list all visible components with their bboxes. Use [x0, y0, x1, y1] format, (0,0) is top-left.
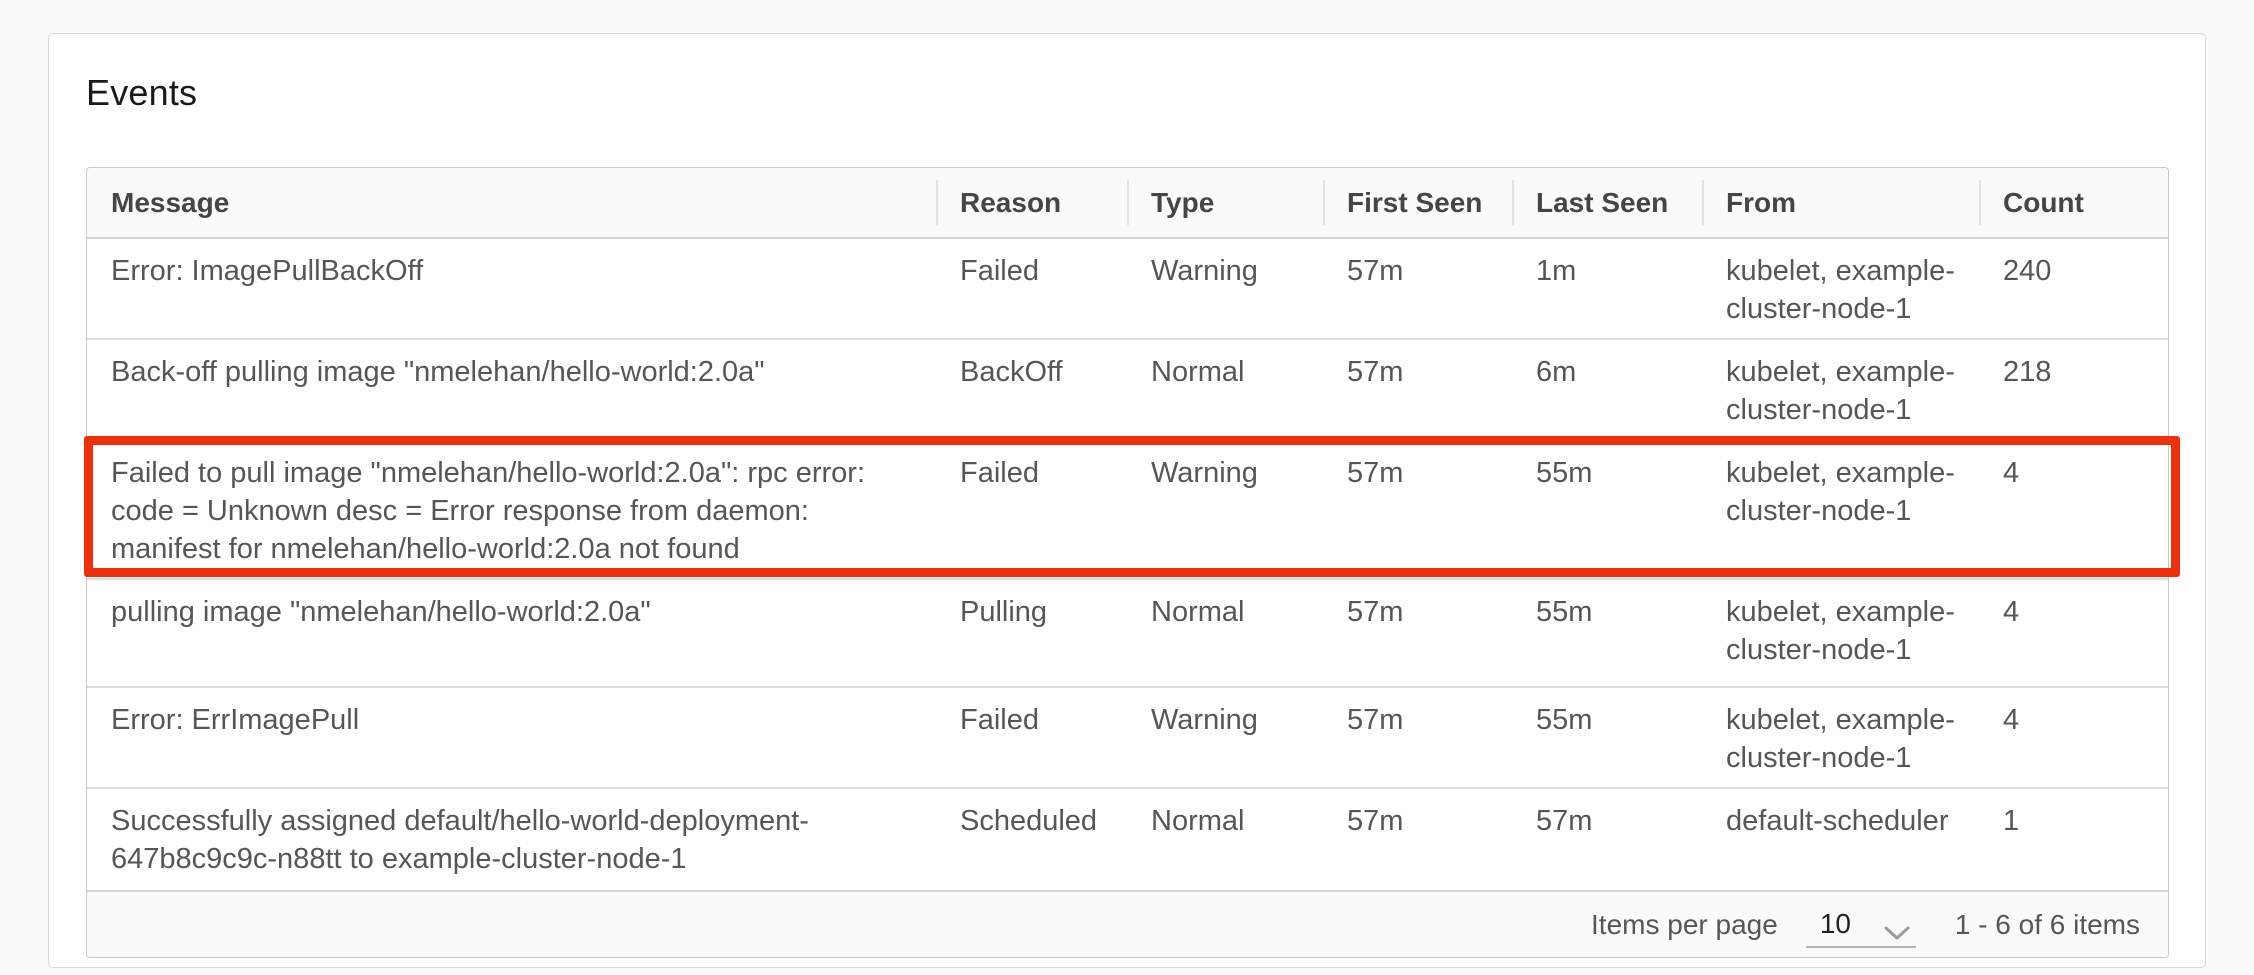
- page-size-value: 10: [1819, 907, 1851, 939]
- cell-message: Back-off pulling image "nmelehan/hello-w…: [87, 338, 936, 440]
- cell-reason: Failed: [936, 439, 1127, 579]
- cell-last-seen: 57m: [1512, 787, 1702, 890]
- cell-last-seen: 55m: [1512, 686, 1702, 788]
- pagination-range-text: 1 - 6 of 6 items: [1954, 908, 2140, 940]
- cell-count: 4: [1979, 578, 2168, 687]
- cell-count: 240: [2003, 255, 2052, 287]
- cell-first-seen: 57m: [1323, 686, 1512, 788]
- table-row-highlighted: Failed to pull image "nmelehan/hello-wor…: [87, 439, 2168, 579]
- column-header-count: Count: [1979, 168, 2168, 239]
- cell-first-seen: 57m: [1323, 787, 1512, 890]
- cell-first-seen: 57m: [1323, 338, 1512, 440]
- table-row: Error: ErrImagePull Failed Warning 57m 5…: [87, 686, 2168, 788]
- cell-from: kubelet, example-cluster-node-1: [1702, 338, 1979, 440]
- cell-from: kubelet, example-cluster-node-1: [1726, 255, 1955, 325]
- column-header-message: Message: [87, 168, 936, 239]
- cell-from: default-scheduler: [1702, 787, 1979, 890]
- column-header-first-seen: First Seen: [1323, 168, 1512, 239]
- cell-from: kubelet, example-cluster-node-1: [1702, 686, 1979, 788]
- chevron-down-icon: [1884, 916, 1910, 939]
- cell-last-seen: 55m: [1512, 578, 1702, 687]
- cell-message: Error: ImagePullBackOff: [111, 255, 424, 287]
- page-size-select[interactable]: 10: [1805, 902, 1916, 948]
- cell-reason: BackOff: [936, 338, 1127, 440]
- cell-count: 218: [1979, 338, 2168, 440]
- column-header-from: From: [1702, 168, 1979, 239]
- cell-type: Warning: [1127, 439, 1323, 579]
- cell-first-seen: 57m: [1323, 439, 1512, 579]
- cell-reason: Scheduled: [936, 787, 1127, 890]
- cell-count: 1: [1979, 787, 2168, 890]
- cell-message: Error: ErrImagePull: [87, 686, 936, 788]
- events-table-wrap: Message Reason Type First Seen Last Seen…: [84, 167, 2180, 958]
- table-row: pulling image "nmelehan/hello-world:2.0a…: [87, 578, 2168, 687]
- cell-type: Normal: [1127, 787, 1323, 890]
- cell-last-seen: 6m: [1512, 338, 1702, 440]
- events-datagrid: Message Reason Type First Seen Last Seen…: [86, 167, 2169, 958]
- datagrid-footer: Items per page 10 1 - 6 of 6 items: [87, 890, 2168, 957]
- cell-from: kubelet, example-cluster-node-1: [1702, 439, 1979, 579]
- table-row: Successfully assigned default/hello-worl…: [87, 787, 2168, 890]
- cell-message: pulling image "nmelehan/hello-world:2.0a…: [87, 578, 936, 687]
- cell-reason: Pulling: [936, 578, 1127, 687]
- cell-last-seen: 1m: [1536, 255, 1577, 287]
- cell-message: Successfully assigned default/hello-worl…: [87, 787, 936, 890]
- events-card: Events Message Reason Type First Seen La…: [48, 33, 2206, 968]
- cell-type: Normal: [1127, 338, 1323, 440]
- cell-type: Normal: [1127, 578, 1323, 687]
- cell-type: Warning: [1127, 686, 1323, 788]
- table-row: Back-off pulling image "nmelehan/hello-w…: [87, 338, 2168, 440]
- cell-type: Warning: [1151, 255, 1258, 287]
- cell-first-seen: 57m: [1347, 255, 1404, 287]
- cell-message: Failed to pull image "nmelehan/hello-wor…: [87, 439, 936, 579]
- items-per-page-label: Items per page: [1591, 908, 1778, 940]
- cell-count: 4: [1979, 686, 2168, 788]
- column-header-type: Type: [1127, 168, 1323, 239]
- page-title: Events: [86, 72, 198, 113]
- column-header-last-seen: Last Seen: [1512, 168, 1702, 239]
- events-table: Message Reason Type First Seen Last Seen…: [87, 168, 2168, 890]
- cell-first-seen: 57m: [1323, 578, 1512, 687]
- cell-count: 4: [1979, 439, 2168, 579]
- cell-reason: Failed: [960, 255, 1039, 287]
- column-header-reason: Reason: [936, 168, 1127, 239]
- table-header-row: Message Reason Type First Seen Last Seen…: [87, 168, 2168, 239]
- cell-from: kubelet, example-cluster-node-1: [1702, 578, 1979, 687]
- cell-reason: Failed: [936, 686, 1127, 788]
- table-row: Error: ImagePullBackOff Failed Warning 5…: [87, 238, 2168, 339]
- cell-last-seen: 55m: [1512, 439, 1702, 579]
